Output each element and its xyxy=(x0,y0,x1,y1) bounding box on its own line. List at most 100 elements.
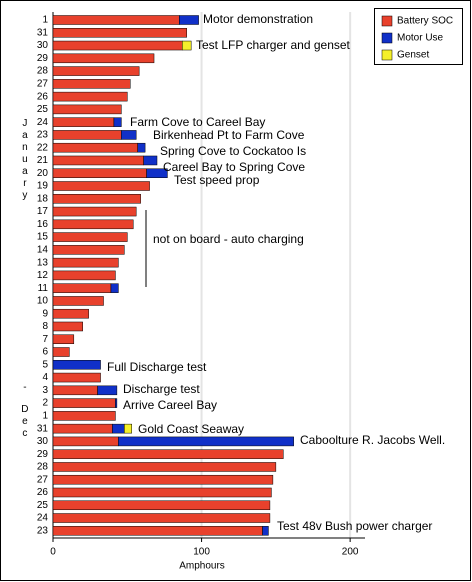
bar-segment xyxy=(121,130,137,140)
bar-segment xyxy=(52,513,271,523)
bar-segment xyxy=(124,423,132,434)
annotation: Careel Bay to Spring Cove xyxy=(163,160,305,174)
y-tick-label: 23 xyxy=(37,525,49,536)
y-tick-label: 12 xyxy=(37,270,49,281)
y-tick-label: 24 xyxy=(37,513,49,524)
bar-segment xyxy=(52,462,277,472)
legend-swatch xyxy=(381,15,393,27)
bar-segment xyxy=(52,360,101,370)
annotation: Test speed prop xyxy=(174,173,260,187)
y-tick-label: 1 xyxy=(42,15,48,26)
y-tick-label: 10 xyxy=(37,296,49,307)
bar-segment xyxy=(52,321,83,332)
x-tick-label: 200 xyxy=(342,547,359,558)
bar-segment xyxy=(112,423,125,434)
y-tick-label: 27 xyxy=(37,474,49,485)
y-tick-label: 20 xyxy=(37,168,49,179)
bar-segment xyxy=(52,423,113,434)
bar-segment xyxy=(52,308,89,319)
bar-segment xyxy=(52,104,122,115)
bar-segment xyxy=(110,283,119,293)
bar-segment xyxy=(115,398,118,408)
bar-segment xyxy=(52,206,137,217)
bar-segment xyxy=(118,436,294,447)
y-tick-label: 27 xyxy=(37,78,49,89)
bar-segment xyxy=(52,15,180,25)
y-tick-label: 8 xyxy=(42,321,48,332)
bar-segment xyxy=(52,194,141,204)
annotation: Farm Cove to Careel Bay xyxy=(130,115,265,129)
bar-segment xyxy=(52,283,112,293)
y-tick-label: 26 xyxy=(37,487,49,498)
bar-segment xyxy=(52,334,75,344)
bar-segment xyxy=(52,411,116,421)
y-tick-label: 6 xyxy=(42,347,48,358)
annotation: Caboolture R. Jacobs Well. xyxy=(300,433,445,447)
bar-segment xyxy=(52,245,125,255)
bar-segment xyxy=(52,91,128,102)
y-tick-label: 9 xyxy=(42,308,48,319)
y-tick-label: 4 xyxy=(42,372,48,383)
y-tick-label: 5 xyxy=(42,359,48,370)
annotation: Birkenhead Pt to Farm Cove xyxy=(153,128,305,142)
y-tick-label: 31 xyxy=(37,27,49,38)
y-tick-label: 30 xyxy=(37,40,49,51)
y-tick-label: 14 xyxy=(37,245,49,256)
y-tick-label: 18 xyxy=(37,193,49,204)
bar-segment xyxy=(143,155,158,166)
y-tick-label: 13 xyxy=(37,257,49,268)
annotation: Spring Cove to Cockatoo Is xyxy=(160,144,306,158)
y-tick-label: 22 xyxy=(37,142,49,153)
annotation: not on board - auto charging xyxy=(153,232,304,246)
bar-segment xyxy=(52,117,115,127)
y-tick-label: 29 xyxy=(37,53,49,64)
annotation: Discharge test xyxy=(123,382,200,396)
bar-segment xyxy=(52,449,284,459)
legend-label: Battery SOC xyxy=(397,16,453,27)
bar-segment xyxy=(52,385,98,396)
y-tick-label: 30 xyxy=(37,436,49,447)
bar-segment xyxy=(179,15,199,25)
legend-swatch xyxy=(381,49,393,61)
bar-segment xyxy=(52,257,119,268)
bar-segment xyxy=(52,487,272,498)
bar-segment xyxy=(113,117,122,127)
y-tick-label: 17 xyxy=(37,206,49,217)
bar-segment xyxy=(52,347,70,357)
y-tick-label: 16 xyxy=(37,219,49,230)
bar-segment xyxy=(146,168,168,178)
bar-segment xyxy=(52,270,116,281)
bar-segment xyxy=(52,66,140,76)
bar-segment xyxy=(52,232,128,242)
annotation: Motor demonstration xyxy=(203,12,313,26)
bar-segment xyxy=(262,526,269,536)
bar-segment xyxy=(52,79,131,89)
y-tick-label: 25 xyxy=(37,500,49,511)
legend-label: Motor Use xyxy=(397,33,444,44)
y-tick-label: 26 xyxy=(37,91,49,102)
y-tick-label: 29 xyxy=(37,449,49,460)
bar-segment xyxy=(52,500,271,511)
y-tick-label: 28 xyxy=(37,66,49,77)
y-tick-label: 19 xyxy=(37,181,49,192)
bar-segment xyxy=(137,142,146,153)
bar-segment xyxy=(52,142,138,153)
x-tick-label: 100 xyxy=(193,547,210,558)
bar-segment xyxy=(52,181,150,191)
y-tick-label: 25 xyxy=(37,104,49,115)
annotation: Arrive Careel Bay xyxy=(123,398,217,412)
annotation: Full Discharge test xyxy=(107,360,207,374)
y-tick-label: 15 xyxy=(37,232,49,243)
bar-segment xyxy=(52,436,119,447)
y-tick-label: 11 xyxy=(38,283,49,294)
bar-segment xyxy=(52,130,122,140)
bar-segment xyxy=(52,526,263,536)
bar-segment xyxy=(97,385,118,396)
bar-segment xyxy=(52,474,274,485)
x-tick-label: 0 xyxy=(50,547,56,558)
annotation: Test LFP charger and genset xyxy=(196,38,351,52)
y-tick-label: 23 xyxy=(37,130,49,141)
bar-segment xyxy=(52,53,155,64)
